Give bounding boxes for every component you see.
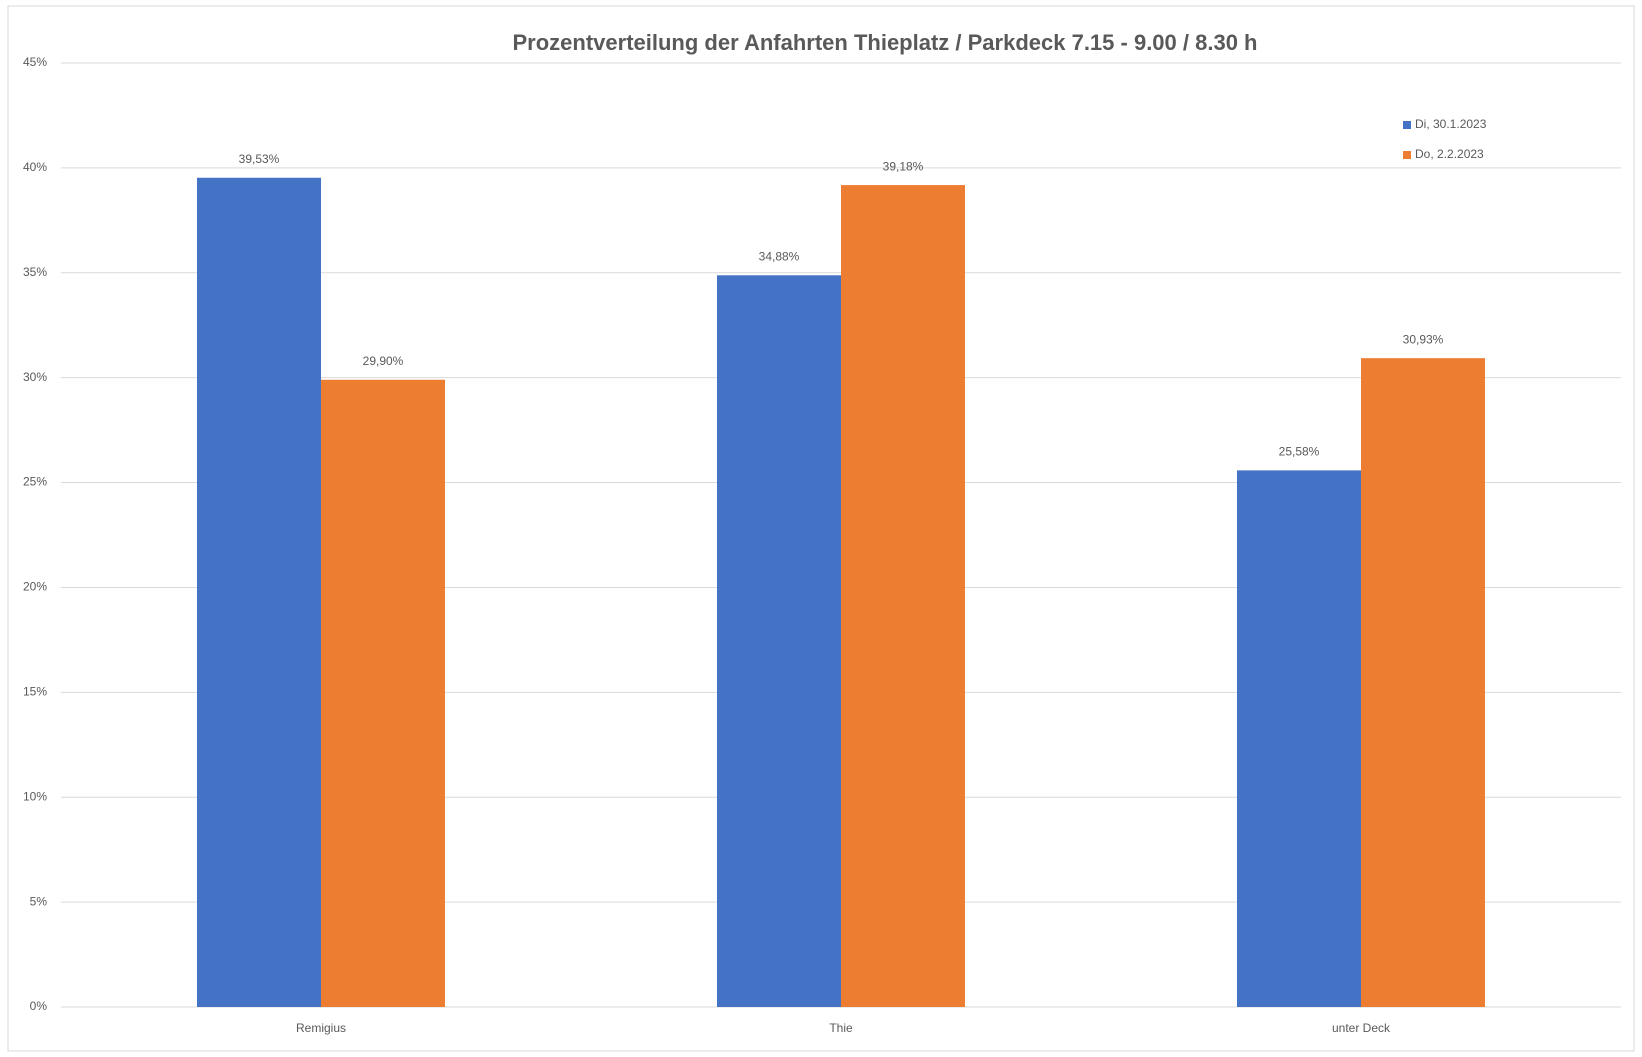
y-tick-label: 45%	[23, 55, 47, 69]
legend-swatch	[1403, 121, 1411, 129]
legend-swatch	[1403, 151, 1411, 159]
y-tick-label: 35%	[23, 265, 47, 279]
y-tick-label: 20%	[23, 580, 47, 594]
y-tick-label: 40%	[23, 160, 47, 174]
bar	[1361, 358, 1485, 1007]
chart-title: Prozentverteilung der Anfahrten Thieplat…	[513, 30, 1258, 55]
bar	[717, 275, 841, 1007]
legend-label: Do, 2.2.2023	[1415, 147, 1484, 161]
bar	[321, 379, 445, 1008]
data-label: 39,53%	[239, 152, 280, 166]
x-tick-label: unter Deck	[1332, 1021, 1391, 1035]
y-tick-label: 25%	[23, 475, 47, 489]
legend-label: Di, 30.1.2023	[1415, 117, 1487, 131]
data-label: 25,58%	[1279, 445, 1320, 459]
x-tick-label: Remigius	[296, 1021, 346, 1035]
bar	[841, 185, 965, 1007]
y-tick-label: 10%	[23, 789, 47, 803]
x-tick-label: Thie	[829, 1021, 853, 1035]
y-tick-label: 0%	[30, 999, 48, 1013]
bar	[197, 177, 321, 1008]
y-tick-label: 30%	[23, 370, 47, 384]
bar	[1237, 470, 1361, 1008]
data-label: 34,88%	[759, 249, 800, 263]
data-label: 39,18%	[883, 159, 924, 173]
data-label: 29,90%	[363, 354, 404, 368]
y-tick-label: 15%	[23, 685, 47, 699]
data-label: 30,93%	[1403, 332, 1444, 346]
y-tick-label: 5%	[30, 894, 48, 908]
